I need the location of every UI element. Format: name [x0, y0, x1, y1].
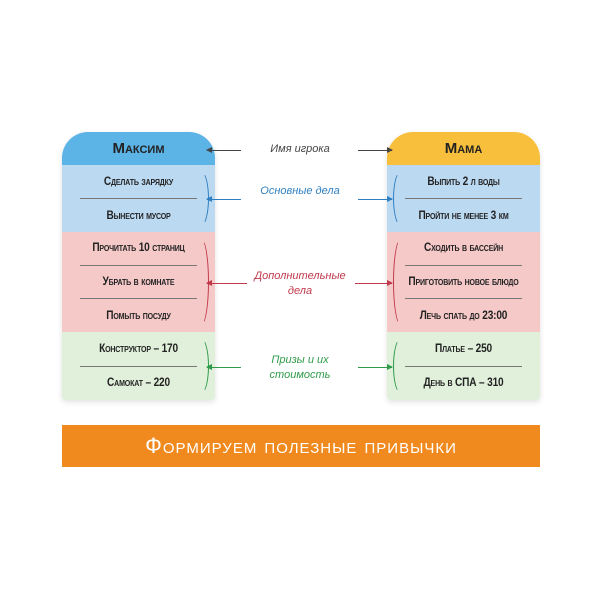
arrow-left — [206, 280, 247, 286]
divider — [405, 365, 522, 367]
arrow-left — [206, 196, 241, 202]
brace-icon — [393, 238, 409, 326]
arrow-right — [358, 196, 393, 202]
section-prizes: Платье – 250 День в СПА – 310 — [387, 332, 540, 400]
list-item: День в СПА – 310 — [423, 377, 504, 390]
list-item: Вынести мусор — [106, 209, 171, 222]
divider — [80, 264, 197, 266]
divider — [80, 198, 197, 199]
label-extra-tasks: Дополнительные дела — [254, 270, 346, 297]
divider — [80, 298, 197, 300]
list-item: Пройти не менее 3 км — [418, 209, 509, 222]
divider — [80, 365, 197, 367]
label-prizes: Призы и их стоимость — [269, 354, 331, 381]
player-card: Максим Сделать зарядку Вынести мусор Прочит… — [62, 132, 215, 400]
list-item: Помыть посуду — [106, 309, 171, 322]
list-item: Конструктор – 170 — [99, 342, 178, 355]
list-item: Выпить 2 л воды — [427, 175, 500, 188]
arrow-right — [358, 364, 393, 370]
banner-title: Формируем полезные привычки — [62, 425, 540, 467]
list-item: Самокат – 220 — [107, 377, 170, 390]
arrow-left — [206, 364, 241, 370]
player-name: Максим — [62, 132, 215, 165]
list-item: Сходить в бассейн — [423, 242, 504, 255]
divider — [405, 298, 522, 300]
section-extra: Прочитать 10 страниц Убрать в комнате Помы… — [62, 232, 215, 332]
list-item: Платье – 250 — [434, 342, 493, 355]
list-item: Убрать в комнате — [102, 276, 175, 288]
section-extra: Сходить в бассейн Приготовить новое блюдо… — [387, 232, 540, 332]
list-item: Лечь спать до 23:00 — [419, 309, 508, 322]
section-main: Выпить 2 л воды Пройти не менее 3 км — [387, 165, 540, 232]
arrow-right — [358, 147, 393, 153]
list-item: Приготовить новое блюдо — [408, 276, 519, 288]
player-card: Мама Выпить 2 л воды Пройти не менее 3 км С… — [387, 132, 540, 400]
list-item: Прочитать 10 страниц — [92, 242, 185, 255]
brace-icon — [393, 171, 409, 226]
divider — [405, 264, 522, 266]
arrow-left — [206, 147, 241, 153]
brace-icon — [393, 338, 409, 394]
divider — [405, 198, 522, 199]
section-main: Сделать зарядку Вынести мусор — [62, 165, 215, 232]
arrow-right — [355, 280, 393, 286]
section-prizes: Конструктор – 170 Самокат – 220 — [62, 332, 215, 400]
list-item: Сделать зарядку — [103, 175, 174, 188]
label-player-name: Имя игрока — [270, 143, 330, 155]
label-main-tasks: Основные дела — [260, 185, 340, 197]
player-name: Мама — [387, 132, 540, 165]
